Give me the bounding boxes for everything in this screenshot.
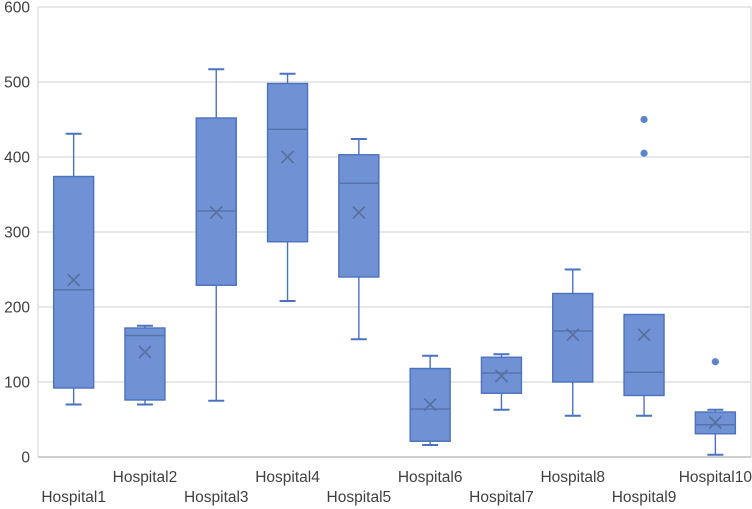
x-category-label: Hospital1 xyxy=(41,489,106,506)
x-category-label: Hospital9 xyxy=(612,489,677,506)
outlier-dot xyxy=(640,149,648,157)
iqr-box xyxy=(338,154,380,278)
x-category-label: Hospital2 xyxy=(113,469,178,486)
x-category-label: Hospital10 xyxy=(679,469,752,486)
y-tick-label-200: 200 xyxy=(4,300,30,317)
x-category-label: Hospital3 xyxy=(184,489,249,506)
iqr-box xyxy=(195,117,237,286)
mean-marker-x xyxy=(494,369,509,383)
iqr-box xyxy=(266,82,309,243)
mean-marker-x xyxy=(566,328,580,342)
mean-marker-x xyxy=(138,345,152,359)
x-category-label: Hospital8 xyxy=(540,469,605,486)
y-tick-label-300: 300 xyxy=(4,225,30,242)
iqr-box xyxy=(52,175,95,389)
y-tick-label-400: 400 xyxy=(4,150,30,167)
mean-marker-x xyxy=(209,205,223,220)
box-hospital10 xyxy=(694,358,737,456)
mean-marker-x xyxy=(708,415,722,430)
axes xyxy=(37,7,752,458)
mean-marker-x xyxy=(280,150,295,164)
box-hospital4 xyxy=(266,72,309,302)
box-hospital3 xyxy=(195,68,237,402)
outlier-dot xyxy=(640,115,648,124)
x-category-label: Hospital4 xyxy=(255,469,320,486)
box-hospital2 xyxy=(124,324,166,406)
iqr-box xyxy=(623,313,665,397)
mean-marker-x xyxy=(352,205,366,220)
outlier-dot xyxy=(711,358,719,366)
box-hospital8 xyxy=(552,268,594,417)
iqr-box xyxy=(124,327,166,401)
iqr-box xyxy=(480,356,523,394)
y-tick-label-100: 100 xyxy=(4,375,30,392)
y-axis-tick-labels: 0 100 200 300 400 500 600 xyxy=(4,0,30,467)
y-tick-label-0: 0 xyxy=(21,450,30,467)
mean-marker-x xyxy=(637,328,651,342)
x-category-label: Hospital5 xyxy=(327,489,392,506)
x-axis-category-labels: Hospital1 Hospital2 Hospital3 Hospital4 Hosp… xyxy=(41,469,752,506)
box-hospital1 xyxy=(52,132,95,406)
mean-marker-x xyxy=(423,397,437,412)
x-category-label: Hospital7 xyxy=(469,489,534,506)
y-tick-label-600: 600 xyxy=(4,0,30,17)
box-hospital6 xyxy=(409,354,451,446)
iqr-box xyxy=(552,292,594,383)
box-hospital5 xyxy=(338,138,380,341)
y-tick-label-500: 500 xyxy=(4,75,30,92)
mean-marker-x xyxy=(67,273,81,287)
box-hospital7 xyxy=(480,353,523,411)
box-series xyxy=(52,68,737,456)
x-category-label: Hospital6 xyxy=(398,469,463,486)
box-hospital9 xyxy=(623,115,665,417)
